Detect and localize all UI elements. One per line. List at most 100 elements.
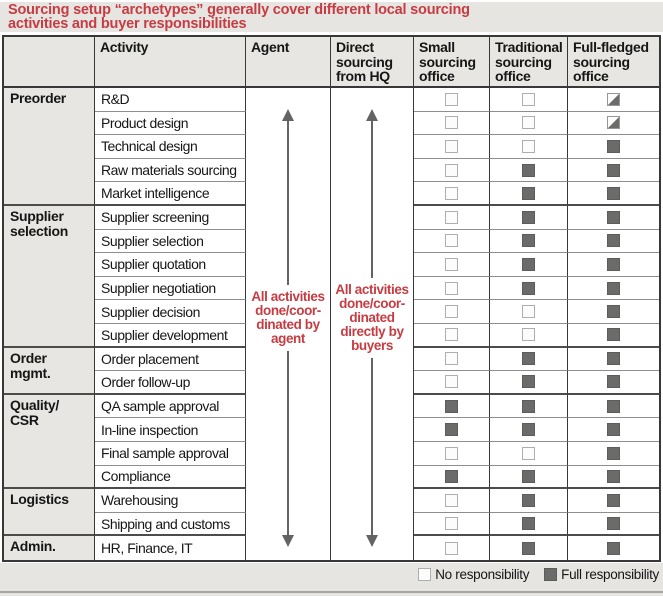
responsibility-box-full xyxy=(607,210,620,224)
legend-item-full-responsibility: Full responsibility xyxy=(544,567,659,582)
category-label: Admin. xyxy=(4,536,95,560)
responsibility-box-full xyxy=(607,234,620,248)
category-label: Supplier selection xyxy=(4,206,95,348)
full-fledged-office-cell xyxy=(568,418,659,442)
down-arrow xyxy=(287,351,289,536)
full-fledged-office-cell xyxy=(568,182,659,206)
full-fledged-office-cell xyxy=(568,513,659,537)
responsibility-box-none xyxy=(522,328,535,342)
header-agent: Agent xyxy=(246,37,331,88)
responsibility-box-full xyxy=(522,469,535,483)
responsibility-box-none xyxy=(445,517,458,531)
traditional-office-cell xyxy=(490,394,568,419)
responsibility-box-full xyxy=(522,352,535,366)
legend-label: No responsibility xyxy=(435,567,530,582)
small-office-cell xyxy=(414,206,490,230)
responsibility-box-full xyxy=(607,281,620,295)
responsibility-box-half xyxy=(607,116,620,130)
header-full-fledged-office: Full-fledged sourcing office xyxy=(568,37,659,88)
traditional-office-cell xyxy=(490,88,568,112)
agent-column-cell: All activities done/coor- dinated by age… xyxy=(246,88,331,560)
small-office-cell xyxy=(414,324,490,348)
activity-cell: Order placement xyxy=(95,347,246,372)
activity-cell: Supplier development xyxy=(95,324,246,348)
traditional-office-cell xyxy=(490,324,568,348)
full-fledged-office-cell xyxy=(568,277,659,301)
full-fledged-office-cell xyxy=(568,88,659,112)
responsibility-box-full xyxy=(522,493,535,507)
header-activity: Activity xyxy=(95,37,246,88)
activity-cell: Supplier screening xyxy=(95,206,246,230)
responsibility-box-full xyxy=(607,399,620,413)
responsibility-box-none xyxy=(445,541,458,555)
legend-label: Full responsibility xyxy=(561,567,659,582)
full-fledged-office-cell xyxy=(568,371,659,395)
agent-annotation: All activities done/coor- dinated by age… xyxy=(251,289,325,347)
traditional-office-cell xyxy=(490,536,568,560)
traditional-office-cell xyxy=(490,158,568,183)
activity-cell: In-line inspection xyxy=(95,418,246,442)
responsibility-box-none xyxy=(445,186,458,200)
responsibility-box-full xyxy=(522,517,535,531)
activity-cell: Technical design xyxy=(95,135,246,159)
responsibility-box-none xyxy=(445,281,458,295)
responsibility-box-full xyxy=(522,399,535,413)
responsibility-box-none xyxy=(445,305,458,319)
small-office-cell xyxy=(414,300,490,324)
full-fledged-office-cell xyxy=(568,489,659,513)
header-small-office: Small sourcing office xyxy=(414,37,490,88)
activity-cell: Product design xyxy=(95,111,246,136)
activity-cell: Market intelligence xyxy=(95,182,246,206)
full-fledged-office-cell xyxy=(568,112,659,136)
legend-item-no-responsibility: No responsibility xyxy=(418,567,529,582)
traditional-office-cell xyxy=(490,418,568,442)
traditional-office-cell xyxy=(490,229,568,254)
small-office-cell xyxy=(414,371,490,395)
down-arrow xyxy=(371,358,373,536)
filled-box-icon xyxy=(544,568,558,581)
responsibility-box-none xyxy=(445,139,458,153)
responsibility-box-full xyxy=(607,446,620,460)
full-fledged-office-cell xyxy=(568,135,659,159)
responsibility-box-full xyxy=(522,257,535,271)
full-fledged-office-cell xyxy=(568,230,659,254)
activity-cell: Warehousing xyxy=(95,489,246,513)
full-fledged-office-cell xyxy=(568,442,659,466)
responsibility-box-full xyxy=(607,305,620,319)
full-fledged-office-cell xyxy=(568,206,659,230)
responsibility-box-full xyxy=(522,234,535,248)
header-traditional-office: Traditional sourcing office xyxy=(490,37,568,88)
small-office-cell xyxy=(414,229,490,254)
responsibility-box-none xyxy=(522,139,535,153)
activity-cell: R&D xyxy=(95,88,246,112)
responsibility-box-full xyxy=(522,281,535,295)
responsibility-box-none xyxy=(445,375,458,389)
small-office-cell xyxy=(414,536,490,560)
activity-cell: Final sample approval xyxy=(95,442,246,466)
responsibility-box-full xyxy=(607,139,620,153)
small-office-cell xyxy=(414,88,490,112)
small-office-cell xyxy=(414,253,490,277)
responsibility-box-full xyxy=(607,541,620,555)
traditional-office-cell xyxy=(490,489,568,513)
category-label: Quality/ CSR xyxy=(4,394,95,490)
traditional-office-cell xyxy=(490,111,568,136)
traditional-office-cell xyxy=(490,442,568,466)
responsibility-box-full xyxy=(607,423,620,437)
activity-cell: Compliance xyxy=(95,465,246,490)
responsibility-box-none xyxy=(445,328,458,342)
small-office-cell xyxy=(414,442,490,466)
traditional-office-cell xyxy=(490,182,568,206)
responsibility-box-none xyxy=(445,257,458,271)
direct-sourcing-column-cell: All activities done/coor- dinated direct… xyxy=(331,88,414,560)
responsibility-box-full xyxy=(522,375,535,389)
responsibility-box-full xyxy=(522,423,535,437)
responsibility-box-full xyxy=(522,541,535,555)
activity-cell: Supplier quotation xyxy=(95,253,246,277)
small-office-cell xyxy=(414,158,490,183)
responsibility-box-none xyxy=(445,352,458,366)
responsibility-box-full xyxy=(607,493,620,507)
full-fledged-office-cell xyxy=(568,348,659,372)
category-label: Order mgmt. xyxy=(4,347,95,395)
